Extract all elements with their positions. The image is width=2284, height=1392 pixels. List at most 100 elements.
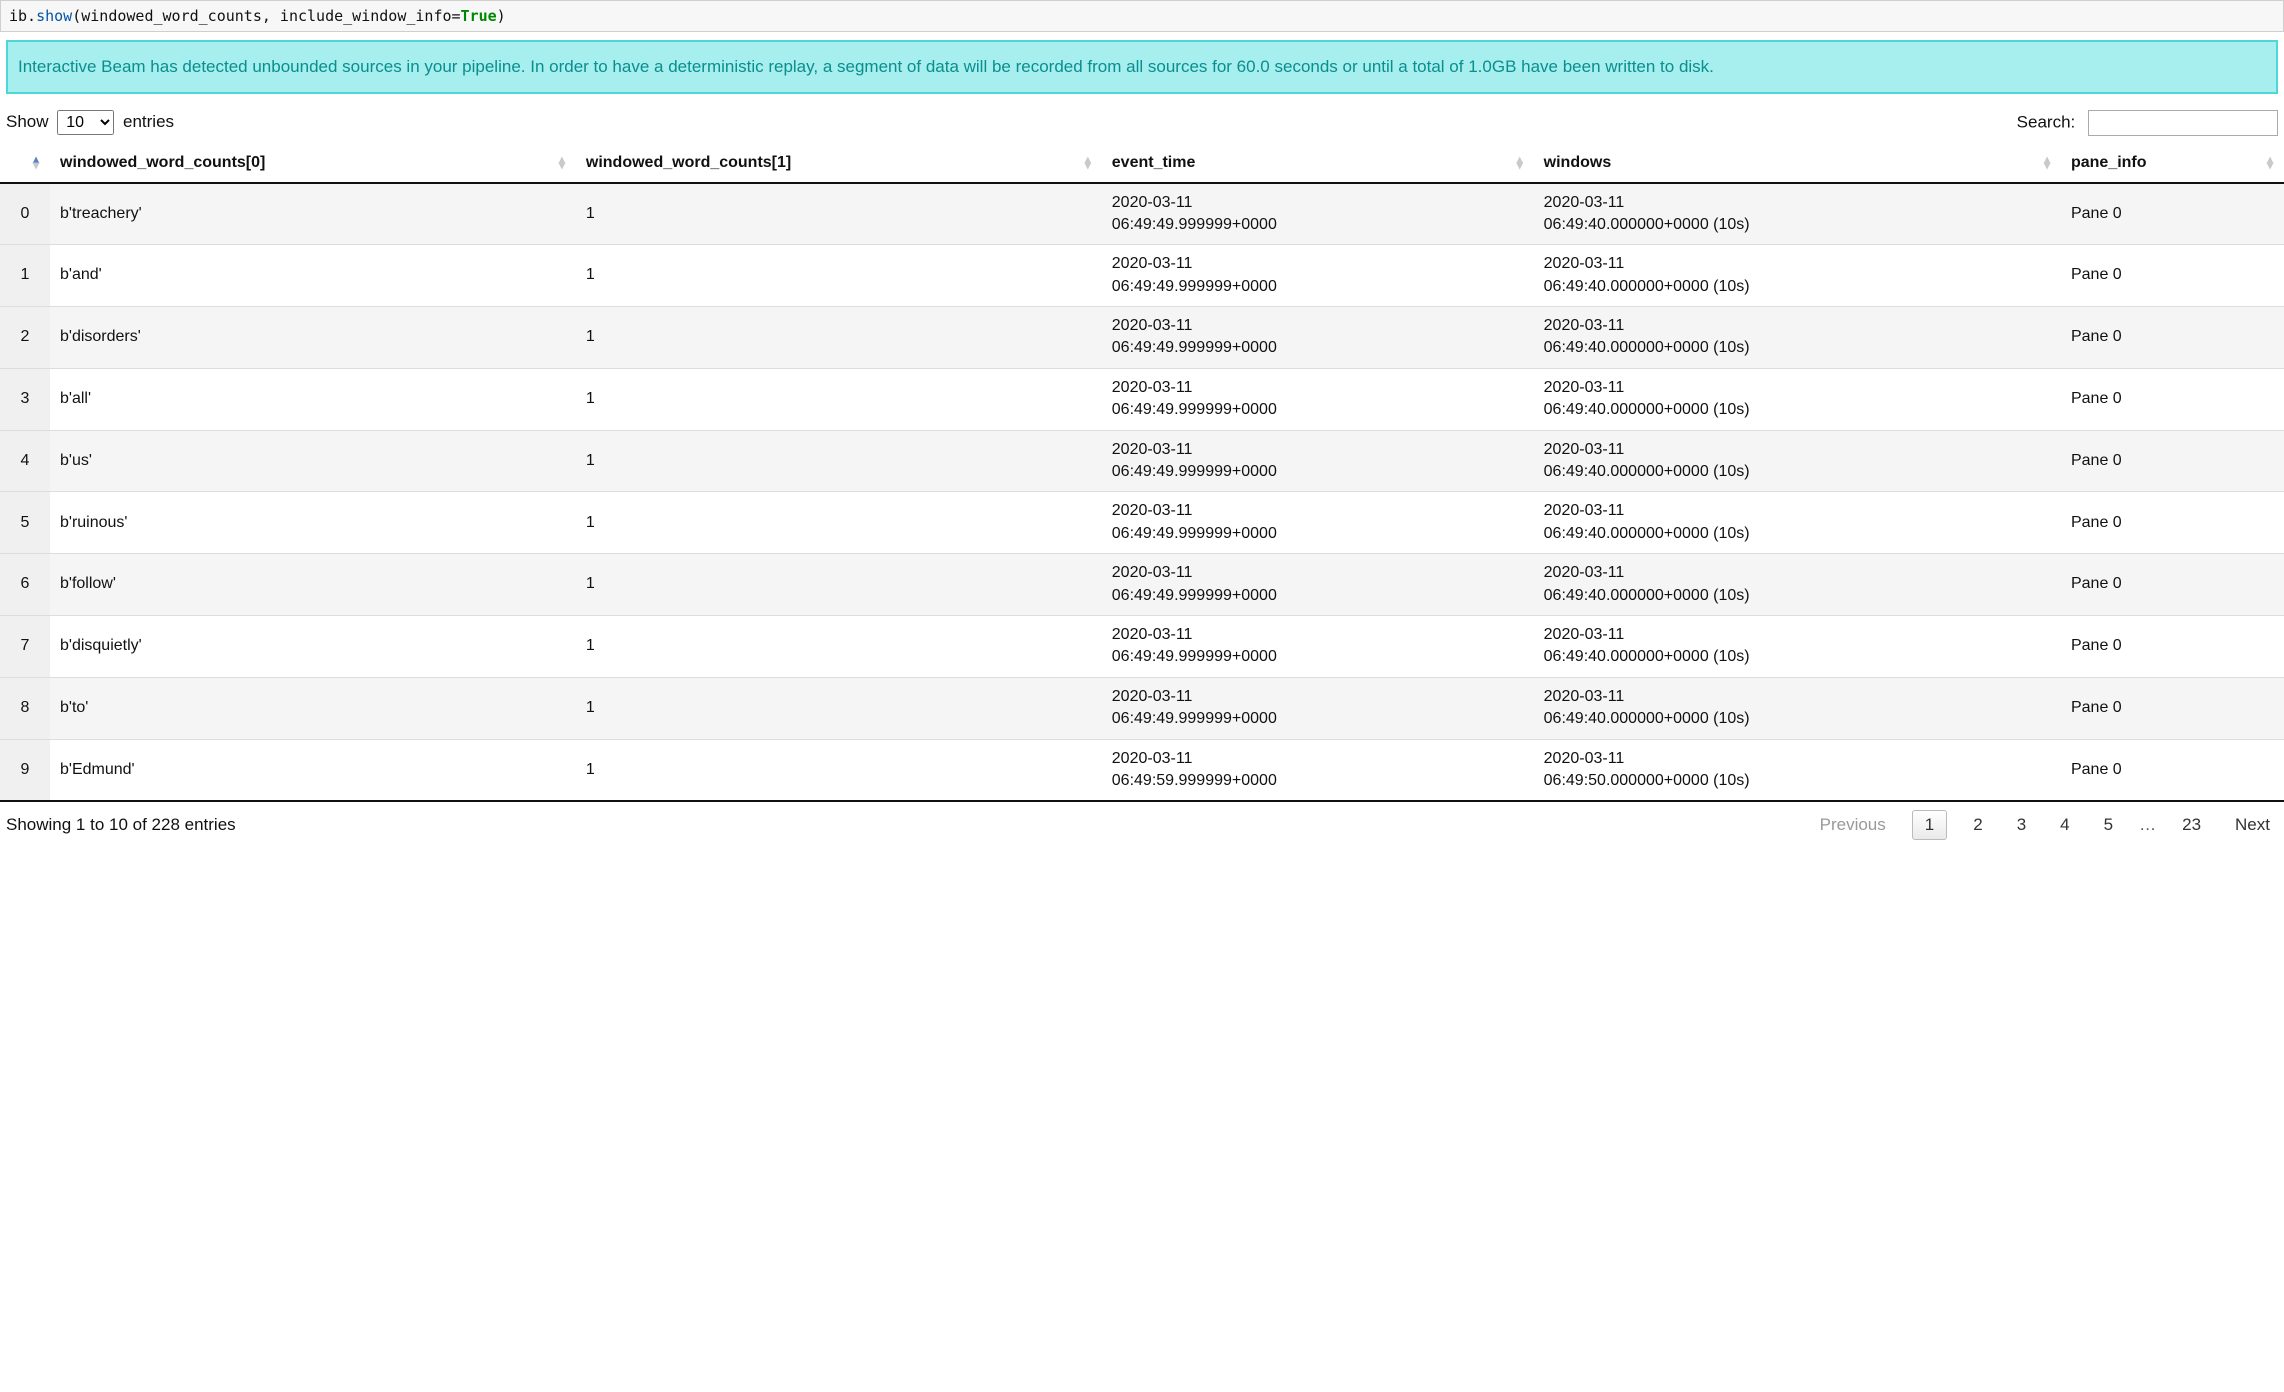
info-alert-text: Interactive Beam has detected unbounded … (18, 57, 1714, 76)
cell-event-time: 2020-03-1106:49:49.999999+0000 (1102, 492, 1534, 554)
cell-windows: 2020-03-1106:49:50.000000+0000 (10s) (1534, 739, 2061, 800)
pagination: Previous12345…23Next (1812, 810, 2278, 840)
datatable-controls: Show 102550100 entries Search: (0, 108, 2284, 144)
cell-pane-info: Pane 0 (2061, 615, 2284, 677)
cell-count: 1 (576, 307, 1102, 369)
cell-count: 1 (576, 183, 1102, 245)
column-header-label: windows (1544, 154, 1612, 171)
cell-windows: 2020-03-1106:49:40.000000+0000 (10s) (1534, 492, 2061, 554)
page-button[interactable]: 4 (2052, 811, 2077, 839)
column-header[interactable]: windowed_word_counts[1] ▲▼ (576, 144, 1102, 183)
table-head: ▲▼windowed_word_counts[0]▲▼windowed_word… (0, 144, 2284, 183)
cell-count: 1 (576, 368, 1102, 430)
column-header-label: windowed_word_counts[1] (586, 154, 791, 171)
column-header[interactable]: event_time▲▼ (1102, 144, 1534, 183)
table-row: 8b'to'12020-03-1106:49:49.999999+0000202… (0, 677, 2284, 739)
code-after-call: (windowed_word_counts, include_window_in… (72, 7, 451, 25)
cell-windows: 2020-03-1106:49:40.000000+0000 (10s) (1534, 430, 2061, 492)
cell-windows: 2020-03-1106:49:40.000000+0000 (10s) (1534, 183, 2061, 245)
info-text: Showing 1 to 10 of 228 entries (6, 815, 236, 835)
page-button[interactable]: 5 (2096, 811, 2121, 839)
row-index-cell: 8 (0, 677, 50, 739)
cell-count: 1 (576, 554, 1102, 616)
cell-event-time: 2020-03-1106:49:49.999999+0000 (1102, 615, 1534, 677)
cell-pane-info: Pane 0 (2061, 183, 2284, 245)
column-header[interactable]: pane_info ▲▼ (2061, 144, 2284, 183)
next-button[interactable]: Next (2227, 811, 2278, 839)
sort-arrows-icon: ▲▼ (30, 156, 42, 169)
cell-pane-info: Pane 0 (2061, 368, 2284, 430)
row-index-cell: 0 (0, 183, 50, 245)
page-button[interactable]: 3 (2009, 811, 2034, 839)
sort-arrows-icon: ▲▼ (2264, 156, 2276, 169)
code-call: show (36, 7, 72, 25)
column-header-label: event_time (1112, 154, 1196, 171)
cell-event-time: 2020-03-1106:49:49.999999+0000 (1102, 677, 1534, 739)
column-header[interactable]: windows ▲▼ (1534, 144, 2061, 183)
cell-windows: 2020-03-1106:49:40.000000+0000 (10s) (1534, 554, 2061, 616)
cell-word: b'disorders' (50, 307, 576, 369)
code-prefix: ib. (9, 7, 36, 25)
previous-button: Previous (1812, 811, 1894, 839)
page-button[interactable]: 23 (2174, 811, 2209, 839)
table-row: 5b'ruinous'12020-03-1106:49:49.999999+00… (0, 492, 2284, 554)
sort-arrows-icon: ▲▼ (2041, 156, 2053, 169)
cell-word: b'disquietly' (50, 615, 576, 677)
column-header-index[interactable]: ▲▼ (0, 144, 50, 183)
row-index-cell: 3 (0, 368, 50, 430)
cell-count: 1 (576, 615, 1102, 677)
search-control: Search: (2017, 110, 2278, 136)
cell-windows: 2020-03-1106:49:40.000000+0000 (10s) (1534, 307, 2061, 369)
cell-pane-info: Pane 0 (2061, 739, 2284, 800)
cell-pane-info: Pane 0 (2061, 245, 2284, 307)
cell-word: b'follow' (50, 554, 576, 616)
cell-pane-info: Pane 0 (2061, 492, 2284, 554)
row-index-cell: 7 (0, 615, 50, 677)
cell-event-time: 2020-03-1106:49:49.999999+0000 (1102, 245, 1534, 307)
cell-count: 1 (576, 677, 1102, 739)
row-index-cell: 2 (0, 307, 50, 369)
column-header-label: pane_info (2071, 154, 2147, 171)
cell-windows: 2020-03-1106:49:40.000000+0000 (10s) (1534, 677, 2061, 739)
length-prefix: Show (6, 112, 49, 131)
table-row: 9b'Edmund'12020-03-1106:49:59.999999+000… (0, 739, 2284, 800)
cell-word: b'to' (50, 677, 576, 739)
cell-pane-info: Pane 0 (2061, 307, 2284, 369)
table-row: 4b'us'12020-03-1106:49:49.999999+0000202… (0, 430, 2284, 492)
table-row: 0b'treachery'12020-03-1106:49:49.999999+… (0, 183, 2284, 245)
table-body: 0b'treachery'12020-03-1106:49:49.999999+… (0, 183, 2284, 801)
code-cell: ib.show(windowed_word_counts, include_wi… (0, 0, 2284, 32)
datatable-footer: Showing 1 to 10 of 228 entries Previous 1… (0, 800, 2284, 844)
cell-event-time: 2020-03-1106:49:49.999999+0000 (1102, 307, 1534, 369)
page-button[interactable]: 2 (1965, 811, 1990, 839)
page-button[interactable]: 1 (1912, 810, 1947, 840)
code-equals: = (452, 7, 461, 25)
cell-windows: 2020-03-1106:49:40.000000+0000 (10s) (1534, 368, 2061, 430)
cell-event-time: 2020-03-1106:49:49.999999+0000 (1102, 368, 1534, 430)
sort-arrows-icon: ▲▼ (1082, 156, 1094, 169)
column-header-label: windowed_word_counts[0] (60, 154, 265, 171)
length-select[interactable]: 102550100 (57, 110, 114, 135)
table-row: 6b'follow'12020-03-1106:49:49.999999+000… (0, 554, 2284, 616)
row-index-cell: 4 (0, 430, 50, 492)
column-header[interactable]: windowed_word_counts[0]▲▼ (50, 144, 576, 183)
cell-event-time: 2020-03-1106:49:49.999999+0000 (1102, 183, 1534, 245)
cell-count: 1 (576, 430, 1102, 492)
row-index-cell: 6 (0, 554, 50, 616)
cell-pane-info: Pane 0 (2061, 430, 2284, 492)
table-row: 3b'all'12020-03-1106:49:49.999999+000020… (0, 368, 2284, 430)
cell-word: b'treachery' (50, 183, 576, 245)
code-suffix: ) (497, 7, 506, 25)
cell-count: 1 (576, 739, 1102, 800)
row-index-cell: 5 (0, 492, 50, 554)
length-suffix: entries (123, 112, 174, 131)
cell-word: b'and' (50, 245, 576, 307)
table-row: 7b'disquietly'12020-03-1106:49:49.999999… (0, 615, 2284, 677)
cell-pane-info: Pane 0 (2061, 677, 2284, 739)
cell-count: 1 (576, 492, 1102, 554)
cell-word: b'Edmund' (50, 739, 576, 800)
pagination-ellipsis: … (2139, 815, 2156, 835)
cell-windows: 2020-03-1106:49:40.000000+0000 (10s) (1534, 245, 2061, 307)
search-input[interactable] (2088, 110, 2278, 136)
table-row: 1b'and'12020-03-1106:49:49.999999+000020… (0, 245, 2284, 307)
